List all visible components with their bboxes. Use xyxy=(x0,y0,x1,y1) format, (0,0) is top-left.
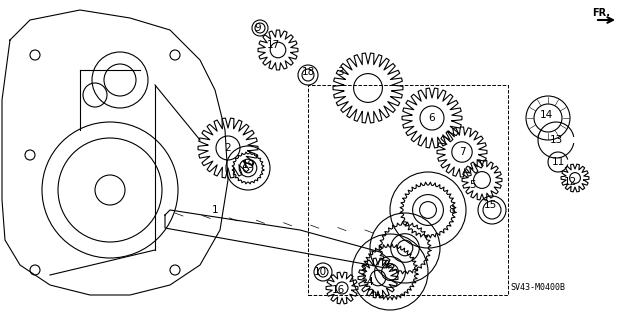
Text: 5: 5 xyxy=(468,180,476,190)
Text: 18: 18 xyxy=(301,67,315,77)
Text: 10: 10 xyxy=(314,267,326,277)
Text: 1: 1 xyxy=(212,205,218,215)
Text: SV43-M0400B: SV43-M0400B xyxy=(510,283,565,292)
Text: 16: 16 xyxy=(332,285,344,295)
Text: 3: 3 xyxy=(337,67,343,77)
Text: 4: 4 xyxy=(367,277,373,287)
Text: 7: 7 xyxy=(459,147,465,157)
Text: 12: 12 xyxy=(563,177,577,187)
Text: 2: 2 xyxy=(225,143,231,153)
Text: 8: 8 xyxy=(449,205,455,215)
Text: 6: 6 xyxy=(429,113,435,123)
Text: 17: 17 xyxy=(266,40,280,50)
Text: 15: 15 xyxy=(483,200,497,210)
Text: 9: 9 xyxy=(255,23,261,33)
Text: 11: 11 xyxy=(552,157,564,167)
Text: 13: 13 xyxy=(549,135,563,145)
Text: 19: 19 xyxy=(241,160,255,170)
Text: 14: 14 xyxy=(540,110,552,120)
Bar xyxy=(308,85,508,295)
Text: FR.: FR. xyxy=(592,8,610,18)
